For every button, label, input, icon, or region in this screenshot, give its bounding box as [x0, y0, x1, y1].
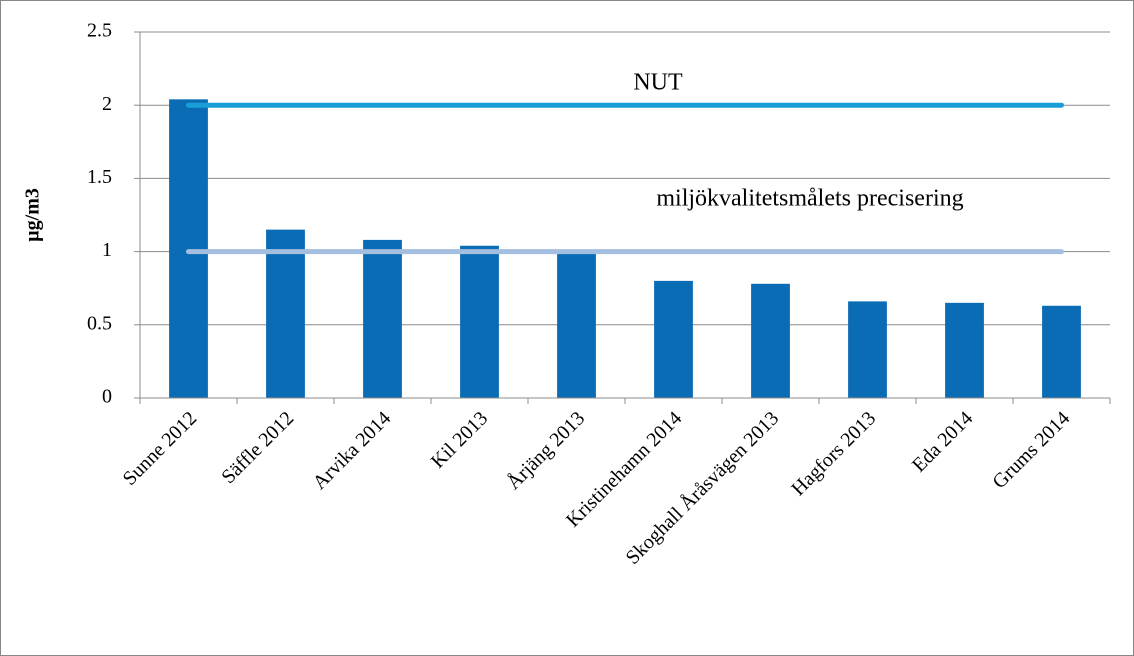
- bar: [654, 280, 693, 398]
- y-tick-label: 0.5: [87, 312, 112, 334]
- y-tick-label: 2.5: [87, 20, 112, 42]
- bar: [945, 302, 984, 398]
- bar: [363, 239, 402, 398]
- y-tick-label: 0: [102, 386, 112, 408]
- y-tick-label: 1.5: [87, 166, 112, 188]
- bar: [557, 253, 596, 398]
- y-tick-label: 2: [102, 93, 112, 115]
- bar: [169, 99, 208, 399]
- y-axis-label: µg/m3: [22, 188, 44, 242]
- y-tick-label: 1: [102, 239, 112, 261]
- reference-label: NUT: [633, 70, 683, 96]
- bar: [266, 229, 305, 398]
- bar: [848, 301, 887, 398]
- bar: [1042, 305, 1081, 398]
- bar: [460, 245, 499, 398]
- bar: [751, 283, 790, 398]
- reference-label: miljökvalitetsmålets precisering: [656, 186, 963, 212]
